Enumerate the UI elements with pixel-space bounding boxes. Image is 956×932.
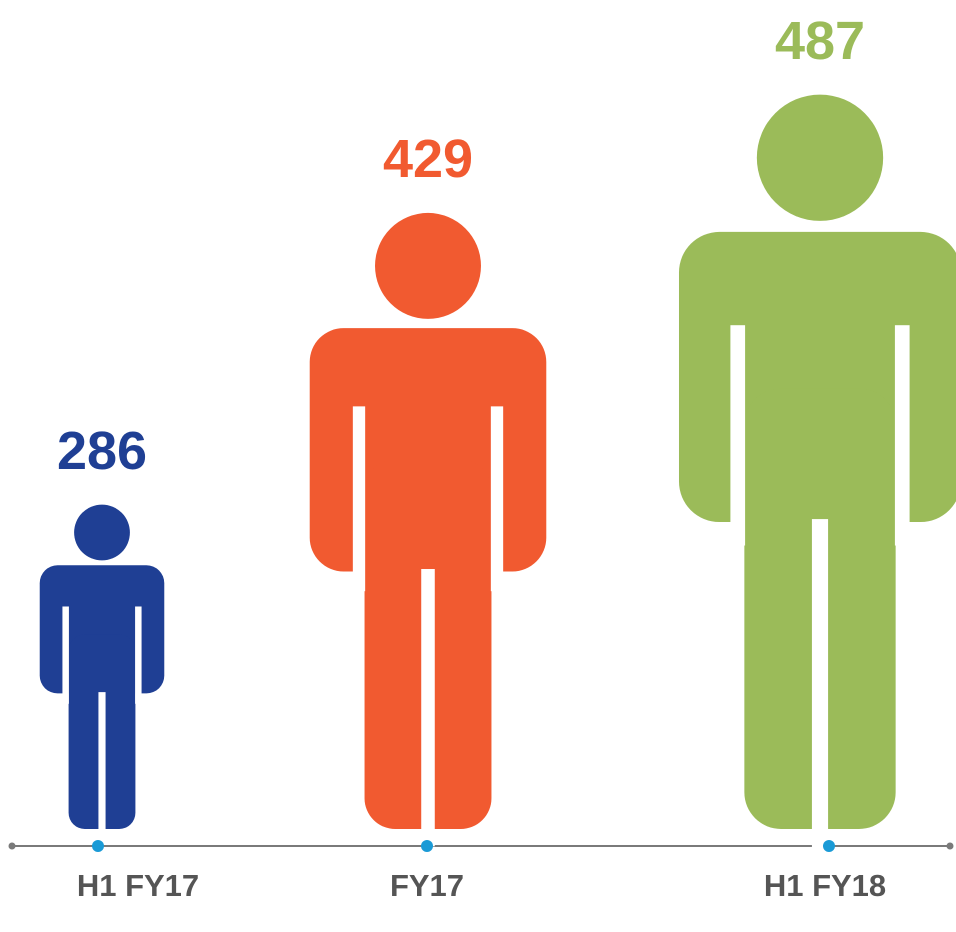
person-icon: [39, 504, 165, 839]
person-head: [74, 504, 130, 561]
category-dot: [823, 840, 835, 852]
x-tick-label: H1 FY17: [77, 868, 199, 903]
leg-gap: [811, 519, 829, 850]
value-label: 487: [775, 11, 865, 71]
arm-gap: [62, 606, 69, 704]
leg-gap: [421, 569, 435, 847]
arm-gap: [894, 325, 910, 546]
leg-gap: [98, 692, 106, 839]
category-dot: [421, 840, 433, 852]
category-dot: [92, 840, 104, 852]
arm-gap: [730, 325, 746, 546]
person-head: [375, 212, 481, 319]
baseline-end: [8, 842, 16, 850]
arm-gap: [135, 606, 142, 704]
value-label: 286: [57, 421, 147, 481]
arm-gap: [490, 406, 504, 592]
person-icon: [309, 212, 547, 847]
value-label: 429: [383, 129, 473, 189]
baseline-end: [946, 842, 954, 850]
arm-gap: [352, 406, 366, 592]
x-tick-label: H1 FY18: [764, 868, 886, 903]
person-head: [756, 94, 884, 221]
x-tick-label: FY17: [390, 868, 464, 903]
person-icon: [679, 94, 956, 850]
